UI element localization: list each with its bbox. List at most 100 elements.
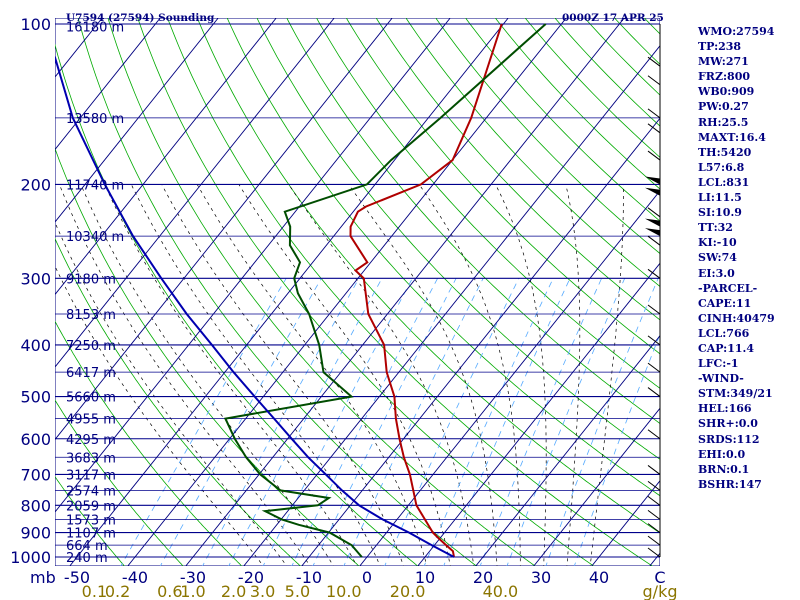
dry-adiabat	[316, 18, 660, 389]
stat-line: MW:271	[698, 55, 749, 69]
stat-line: LCL:831	[698, 175, 750, 189]
x-unit-right: C	[654, 568, 665, 587]
wind-barb	[647, 481, 661, 491]
wind-barb	[647, 150, 661, 161]
dewpoint-line	[223, 23, 547, 558]
dry-adiabat	[286, 18, 660, 424]
dry-adiabat	[55, 476, 125, 566]
moist-adiabat	[80, 184, 334, 566]
moist-adiabat	[288, 184, 475, 566]
height-label: 5660 m	[66, 391, 116, 406]
wind-barb	[647, 362, 661, 373]
mixing-ratio-line	[545, 278, 659, 566]
stat-line: HEL:166	[698, 402, 752, 416]
stat-line: SW:74	[698, 251, 737, 265]
height-label: 3683 m	[66, 451, 116, 466]
dry-adiabat	[167, 18, 653, 566]
mixing-ratio-line	[423, 278, 554, 566]
dry-adiabat	[256, 18, 660, 460]
isotherm	[55, 18, 219, 223]
dry-adiabat	[345, 18, 660, 355]
moist-adiabat	[55, 265, 264, 566]
wind-barb	[647, 75, 661, 86]
mixing-ratio-line	[262, 278, 413, 566]
wind-barb	[647, 108, 661, 119]
wind-barb	[647, 207, 661, 218]
pressure-tick-label: 800	[20, 496, 51, 515]
mixing-ratio-line	[202, 278, 360, 566]
height-label: 9180 m	[66, 272, 116, 287]
height-label: 4295 m	[66, 433, 116, 448]
mixing-ratio-label: 0.6	[157, 582, 182, 600]
mixing-ratio-line	[120, 278, 287, 566]
isotherm	[127, 18, 567, 566]
height-label: 13580 m	[66, 112, 124, 127]
stat-line: CINH:40479	[698, 311, 775, 325]
wind-barb	[647, 429, 661, 440]
pressure-tick-label: 500	[20, 388, 51, 407]
mixing-ratio-label: 0.1	[82, 582, 107, 600]
pressure-tick-label: 100	[20, 15, 51, 34]
stat-line: EHI:0.0	[698, 447, 746, 461]
wind-barb	[647, 523, 661, 534]
stat-line: PW:0.27	[698, 100, 749, 114]
wind-barb	[647, 123, 661, 134]
dry-adiabat	[107, 18, 536, 566]
height-label: 2574 m	[66, 484, 116, 499]
height-label: 11740 m	[66, 178, 124, 193]
stat-line: MAXT:16.4	[698, 130, 766, 144]
isotherm	[55, 18, 277, 296]
mixing-ratio-line	[443, 278, 571, 566]
moist-adiabat	[59, 184, 311, 566]
height-label: 4955 m	[66, 413, 116, 428]
stat-line: CAP:11.4	[698, 341, 755, 355]
stat-line: FRZ:800	[698, 70, 751, 84]
height-label: 16180 m	[66, 20, 124, 35]
height-label: 6417 m	[66, 366, 116, 381]
moist-adiabat	[565, 184, 581, 566]
moist-adiabat	[589, 184, 624, 566]
mixing-ratio-line	[159, 278, 322, 566]
temperature-tick-label: -40	[122, 568, 148, 587]
isotherm	[55, 18, 393, 441]
wind-barb	[647, 495, 661, 506]
mixing-ratio-label: 1.0	[180, 582, 205, 600]
isotherm	[301, 117, 660, 566]
dry-adiabat	[137, 18, 595, 566]
mixing-ratio-line	[506, 278, 626, 566]
parcel-line	[55, 56, 455, 558]
wind-barb	[647, 235, 661, 246]
mixing-ratio-label: 40.0	[483, 582, 519, 600]
stat-line: RH:25.5	[698, 115, 749, 129]
dry-adiabat	[405, 18, 660, 287]
height-label: 2059 m	[66, 499, 116, 514]
sounding-series	[55, 23, 547, 558]
temperature-tick-label: 30	[531, 568, 551, 587]
isotherm	[533, 407, 660, 566]
pressure-tick-label: 1000	[10, 548, 51, 567]
mixing-ratio-label: 5.0	[285, 582, 310, 600]
stat-line: STM:349/21	[698, 387, 773, 401]
temperature-tick-label: -30	[180, 568, 206, 587]
stat-line: TP:238	[698, 40, 742, 54]
moist-adiabat	[161, 184, 404, 566]
pressure-tick-label: 400	[20, 336, 51, 355]
moist-adiabat	[418, 184, 521, 566]
mixing-ratio-line	[343, 278, 484, 566]
isotherm	[55, 18, 451, 513]
stat-line: TH:5420	[698, 145, 752, 159]
temperature-tick-label: 0	[362, 568, 372, 587]
temperature-tick-label: -10	[296, 568, 322, 587]
mixing-ratio-label: 3.0	[250, 582, 275, 600]
mixing-ratio-line	[291, 278, 438, 566]
pressure-tick-label: 200	[20, 175, 51, 194]
stat-line: LI:11.5	[698, 191, 742, 205]
stat-line: BSHR:147	[698, 477, 762, 491]
mixing-ratio-line	[384, 278, 520, 566]
mixing-ratio-label: 0.2	[105, 582, 130, 600]
height-label: 7250 m	[66, 339, 116, 354]
wind-barb	[647, 535, 661, 546]
height-label: 240 m	[66, 551, 108, 566]
wind-barb	[647, 335, 661, 346]
